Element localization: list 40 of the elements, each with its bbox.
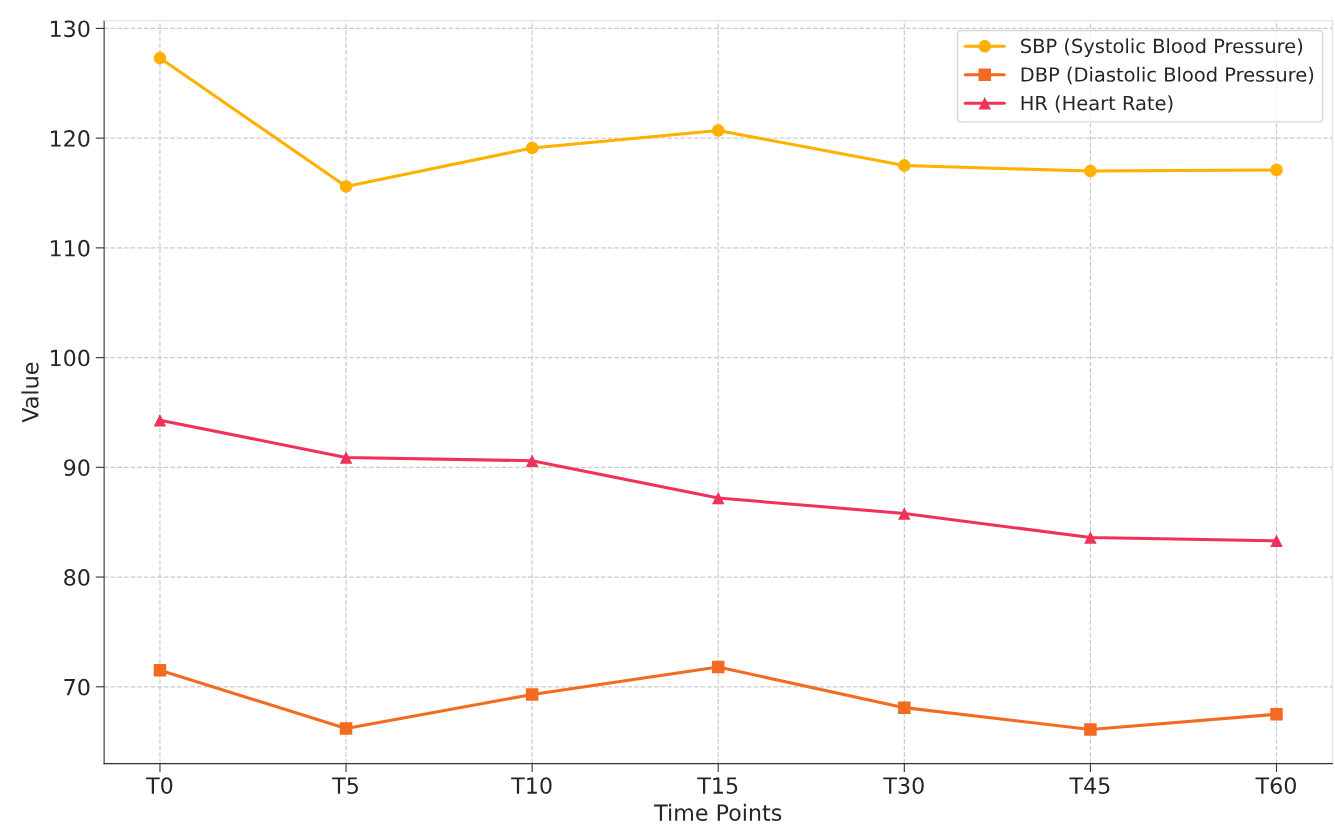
point xyxy=(898,507,911,520)
y-axis-title: Value xyxy=(21,362,39,423)
point xyxy=(525,141,539,155)
x-tick-label: T5 xyxy=(332,777,358,794)
point xyxy=(711,660,725,674)
point xyxy=(525,454,539,467)
point xyxy=(525,688,539,701)
y-tick-label: 120 xyxy=(50,130,90,147)
y-tick-label: 110 xyxy=(50,239,90,257)
point xyxy=(153,51,167,65)
point xyxy=(711,124,725,137)
legend-label: SBP (Systolic Blood Pressure) xyxy=(1021,38,1303,58)
x-tick-label: T60 xyxy=(1255,777,1296,794)
legend-label: DBP (Diastolic Blood Pressure) xyxy=(1021,66,1314,85)
x-tick-label: T0 xyxy=(146,777,173,794)
point xyxy=(898,159,911,172)
point xyxy=(1084,723,1097,736)
point xyxy=(339,451,353,464)
point xyxy=(339,722,353,735)
point xyxy=(1084,164,1097,178)
point xyxy=(1084,531,1097,544)
y-tick-label: 70 xyxy=(64,678,90,696)
y-tick-label: 130 xyxy=(50,20,90,38)
point xyxy=(711,491,725,505)
x-tick-label: T15 xyxy=(697,777,738,794)
legend-label: HR (Heart Rate) xyxy=(1021,95,1173,113)
x-axis-title: Time Points xyxy=(654,803,782,822)
x-tick-label: T45 xyxy=(1069,777,1110,794)
x-tick-label: T10 xyxy=(511,777,552,794)
point xyxy=(153,664,167,677)
point xyxy=(153,413,167,427)
y-tick-label: 90 xyxy=(64,459,90,477)
point xyxy=(339,180,353,193)
y-tick-label: 100 xyxy=(50,349,90,367)
y-tick-label: 80 xyxy=(64,569,90,586)
point xyxy=(1270,534,1283,548)
point xyxy=(898,701,911,714)
point xyxy=(1270,707,1283,721)
x-tick-label: T30 xyxy=(883,777,924,794)
point xyxy=(1270,163,1283,177)
